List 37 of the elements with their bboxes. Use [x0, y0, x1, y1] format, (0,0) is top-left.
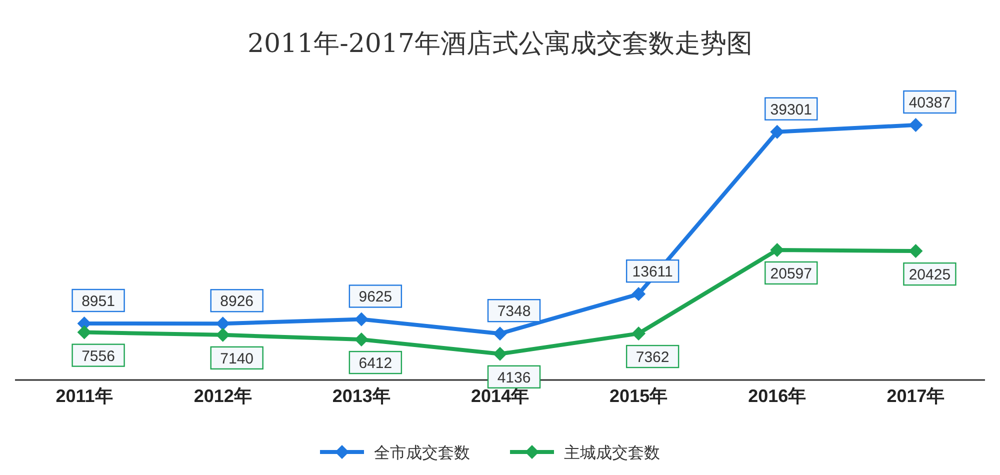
chart-title: 2011年-2017年酒店式公寓成交套数走势图 — [247, 29, 753, 59]
data-label: 6412 — [358, 355, 392, 372]
point — [770, 124, 784, 139]
x-tick-label: 2014年 — [470, 386, 530, 406]
data-label: 8926 — [220, 293, 254, 310]
x-tick-label: 2016年 — [748, 386, 806, 406]
data-label: 9625 — [358, 288, 392, 306]
point — [632, 287, 646, 302]
x-tick-label: 2012年 — [194, 386, 252, 406]
point — [493, 346, 507, 361]
data-label: 7362 — [636, 349, 670, 366]
point — [216, 316, 230, 331]
data-label: 7140 — [220, 350, 254, 368]
point — [216, 328, 230, 342]
point — [908, 118, 923, 132]
x-tick-label: 2017年 — [886, 386, 945, 406]
point — [770, 242, 784, 257]
point — [908, 244, 923, 258]
data-label: 13611 — [632, 264, 673, 281]
data-label: 8951 — [82, 292, 115, 310]
x-tick-label: 2013年 — [332, 386, 390, 406]
data-label: 40387 — [908, 94, 951, 112]
x-tick-label: 2011年 — [56, 386, 113, 406]
legend-label: 主城成交套数 — [564, 444, 660, 462]
legend-label: 全市成交套数 — [374, 444, 470, 462]
point — [354, 312, 368, 326]
point — [493, 326, 507, 341]
data-label: 4136 — [497, 369, 531, 386]
data-label: 39301 — [770, 101, 812, 118]
data-label: 7348 — [497, 303, 531, 320]
data-label: 7556 — [82, 348, 115, 365]
point — [77, 325, 92, 340]
data-label: 20597 — [770, 265, 812, 282]
point — [632, 326, 646, 341]
x-tick-label: 2015年 — [610, 386, 668, 406]
point — [354, 332, 368, 347]
data-label: 20425 — [908, 266, 951, 284]
